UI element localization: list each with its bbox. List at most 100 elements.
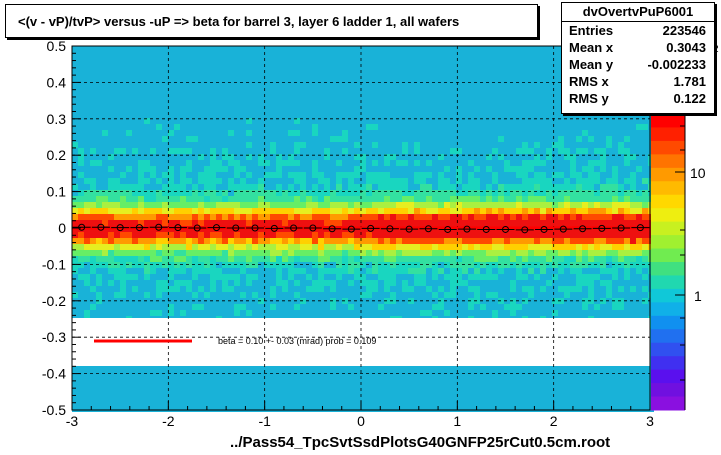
- heatmap-cell: [468, 118, 474, 124]
- heatmap-cell: [222, 196, 228, 202]
- heatmap-cell: [468, 166, 474, 172]
- heatmap-cell: [498, 292, 504, 298]
- heatmap-cell: [486, 148, 492, 154]
- heatmap-cell: [288, 214, 294, 220]
- heatmap-cell: [432, 154, 438, 160]
- heatmap-cell: [90, 166, 96, 172]
- heatmap-cell: [432, 112, 438, 118]
- heatmap-cell: [102, 118, 108, 124]
- heatmap-cell: [294, 196, 300, 202]
- heatmap-cell: [546, 184, 552, 190]
- heatmap-cell: [546, 286, 552, 292]
- heatmap-cell: [204, 166, 210, 172]
- heatmap-cell: [570, 274, 576, 280]
- heatmap-cell: [426, 250, 432, 256]
- heatmap-cell: [414, 130, 420, 136]
- heatmap-cell: [516, 232, 522, 238]
- heatmap-cell: [486, 130, 492, 136]
- heatmap-cell: [366, 142, 372, 148]
- heatmap-cell: [222, 58, 228, 64]
- heatmap-cell: [276, 220, 282, 226]
- heatmap-cell: [204, 178, 210, 184]
- heatmap-cell: [180, 142, 186, 148]
- heatmap-cell: [588, 274, 594, 280]
- heatmap-cell: [168, 118, 174, 124]
- heatmap-cell: [540, 64, 546, 70]
- heatmap-cell: [522, 280, 528, 286]
- heatmap-cell: [252, 196, 258, 202]
- heatmap-cell: [426, 172, 432, 178]
- heatmap-cell: [318, 88, 324, 94]
- heatmap-cell: [240, 166, 246, 172]
- heatmap-cell: [390, 202, 396, 208]
- heatmap-cell: [486, 310, 492, 316]
- heatmap-cell: [348, 280, 354, 286]
- heatmap-cell: [72, 268, 78, 274]
- heatmap-cell: [636, 190, 642, 196]
- heatmap-cell: [144, 46, 150, 52]
- heatmap-cell: [474, 100, 480, 106]
- heatmap-cell: [408, 250, 414, 256]
- heatmap-cell: [450, 244, 456, 250]
- heatmap-cell: [378, 58, 384, 64]
- heatmap-cell: [102, 82, 108, 88]
- heatmap-cell: [138, 148, 144, 154]
- heatmap-cell: [312, 274, 318, 280]
- heatmap-cell: [432, 148, 438, 154]
- heatmap-cell: [384, 172, 390, 178]
- heatmap-cell: [420, 100, 426, 106]
- heatmap-cell: [204, 154, 210, 160]
- heatmap-cell: [522, 76, 528, 82]
- heatmap-cell: [102, 268, 108, 274]
- heatmap-cell: [474, 166, 480, 172]
- heatmap-cell: [306, 238, 312, 244]
- heatmap-cell: [594, 148, 600, 154]
- heatmap-cell: [504, 148, 510, 154]
- heatmap-cell: [546, 124, 552, 130]
- heatmap-cell: [384, 124, 390, 130]
- heatmap-cell: [294, 238, 300, 244]
- heatmap-cell: [162, 244, 168, 250]
- heatmap-cell: [450, 268, 456, 274]
- heatmap-cell: [180, 46, 186, 52]
- heatmap-cell: [120, 280, 126, 286]
- heatmap-cell: [270, 268, 276, 274]
- heatmap-cell: [540, 286, 546, 292]
- heatmap-cell: [264, 202, 270, 208]
- heatmap-cell: [300, 52, 306, 58]
- heatmap-cell: [306, 52, 312, 58]
- heatmap-cell: [354, 154, 360, 160]
- heatmap-cell: [174, 70, 180, 76]
- heatmap-cell: [168, 94, 174, 100]
- heatmap-cell: [114, 94, 120, 100]
- heatmap-cell: [438, 118, 444, 124]
- heatmap-cell: [522, 70, 528, 76]
- heatmap-cell: [516, 76, 522, 82]
- heatmap-cell: [318, 220, 324, 226]
- heatmap-cell: [522, 274, 528, 280]
- heatmap-cell: [306, 256, 312, 262]
- heatmap-cell: [210, 76, 216, 82]
- heatmap-cell: [462, 286, 468, 292]
- heatmap-cell: [234, 124, 240, 130]
- heatmap-cell: [408, 232, 414, 238]
- heatmap-cell: [600, 238, 606, 244]
- heatmap-cell: [540, 106, 546, 112]
- heatmap-cell: [192, 208, 198, 214]
- heatmap-cell: [354, 124, 360, 130]
- heatmap-cell: [426, 46, 432, 52]
- heatmap-cell: [630, 190, 636, 196]
- heatmap-cell: [510, 70, 516, 76]
- heatmap-cell: [150, 142, 156, 148]
- heatmap-cell: [282, 238, 288, 244]
- heatmap-cell: [246, 184, 252, 190]
- heatmap-cell: [564, 202, 570, 208]
- heatmap-cell: [456, 166, 462, 172]
- heatmap-cell: [522, 172, 528, 178]
- heatmap-cell: [324, 310, 330, 316]
- heatmap-cell: [336, 142, 342, 148]
- heatmap-cell: [192, 124, 198, 130]
- heatmap-cell: [204, 286, 210, 292]
- heatmap-cell: [108, 46, 114, 52]
- heatmap-cell: [258, 142, 264, 148]
